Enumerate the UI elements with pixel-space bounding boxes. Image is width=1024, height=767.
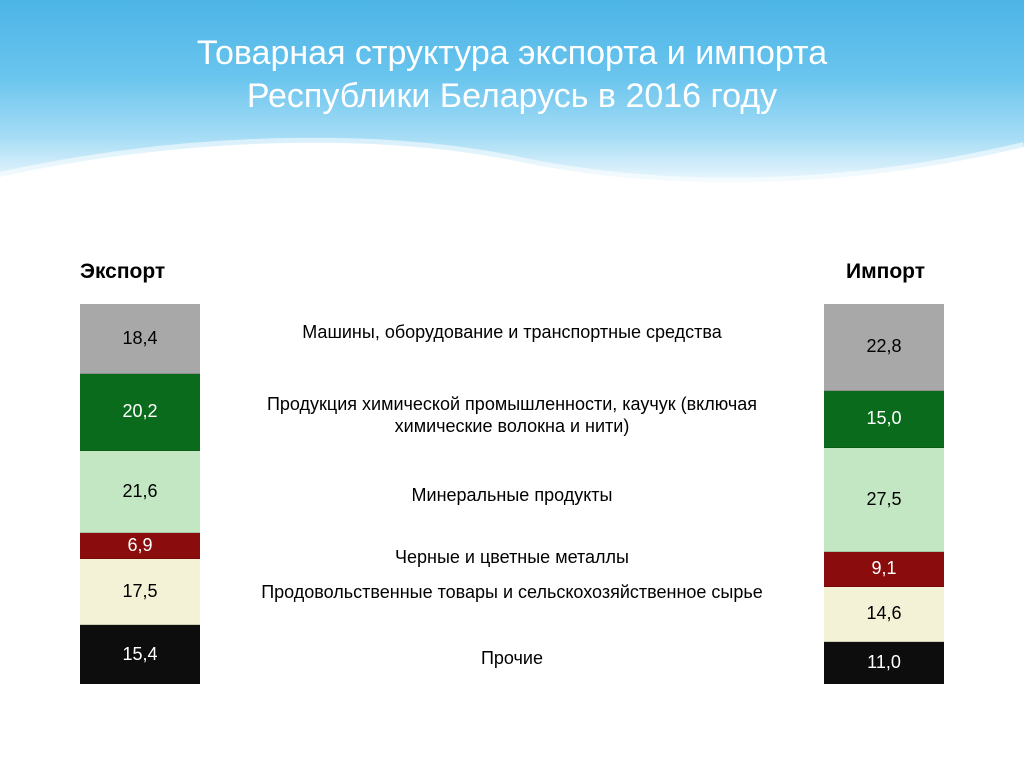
category-label: Машины, оборудование и транспортные сред… — [250, 322, 774, 344]
export-bar: 18,420,221,66,917,515,4 — [80, 304, 200, 684]
bar-segment: 6,9 — [80, 533, 200, 559]
bar-segment: 18,4 — [80, 304, 200, 374]
bar-segment: 21,6 — [80, 451, 200, 533]
bar-segment: 17,5 — [80, 559, 200, 626]
header-band: Товарная структура экспорта и импорта Ре… — [0, 0, 1024, 195]
category-label: Черные и цветные металлы — [250, 547, 774, 569]
import-bar: 22,815,027,59,114,611,0 — [824, 304, 944, 684]
bar-segment: 11,0 — [824, 642, 944, 684]
wave-decoration — [0, 127, 1024, 197]
export-column-label: Экспорт — [80, 260, 165, 284]
bar-segment: 14,6 — [824, 587, 944, 642]
chart-area: Экспорт Импорт 18,420,221,66,917,515,4 2… — [0, 260, 1024, 740]
page-title: Товарная структура экспорта и импорта Ре… — [0, 32, 1024, 117]
bar-segment: 22,8 — [824, 304, 944, 391]
title-line-1: Товарная структура экспорта и импорта — [0, 32, 1024, 75]
bar-segment: 20,2 — [80, 374, 200, 451]
category-label: Прочие — [250, 648, 774, 670]
category-label: Продукция химической промышленности, кау… — [250, 394, 774, 437]
bar-segment: 15,0 — [824, 391, 944, 448]
bar-segment: 15,4 — [80, 625, 200, 684]
bar-segment: 27,5 — [824, 448, 944, 553]
title-line-2: Республики Беларусь в 2016 году — [0, 75, 1024, 118]
import-column-label: Импорт — [846, 260, 925, 284]
category-label: Минеральные продукты — [250, 485, 774, 507]
bar-segment: 9,1 — [824, 552, 944, 587]
category-label: Продовольственные товары и сельскохозяйс… — [250, 582, 774, 604]
